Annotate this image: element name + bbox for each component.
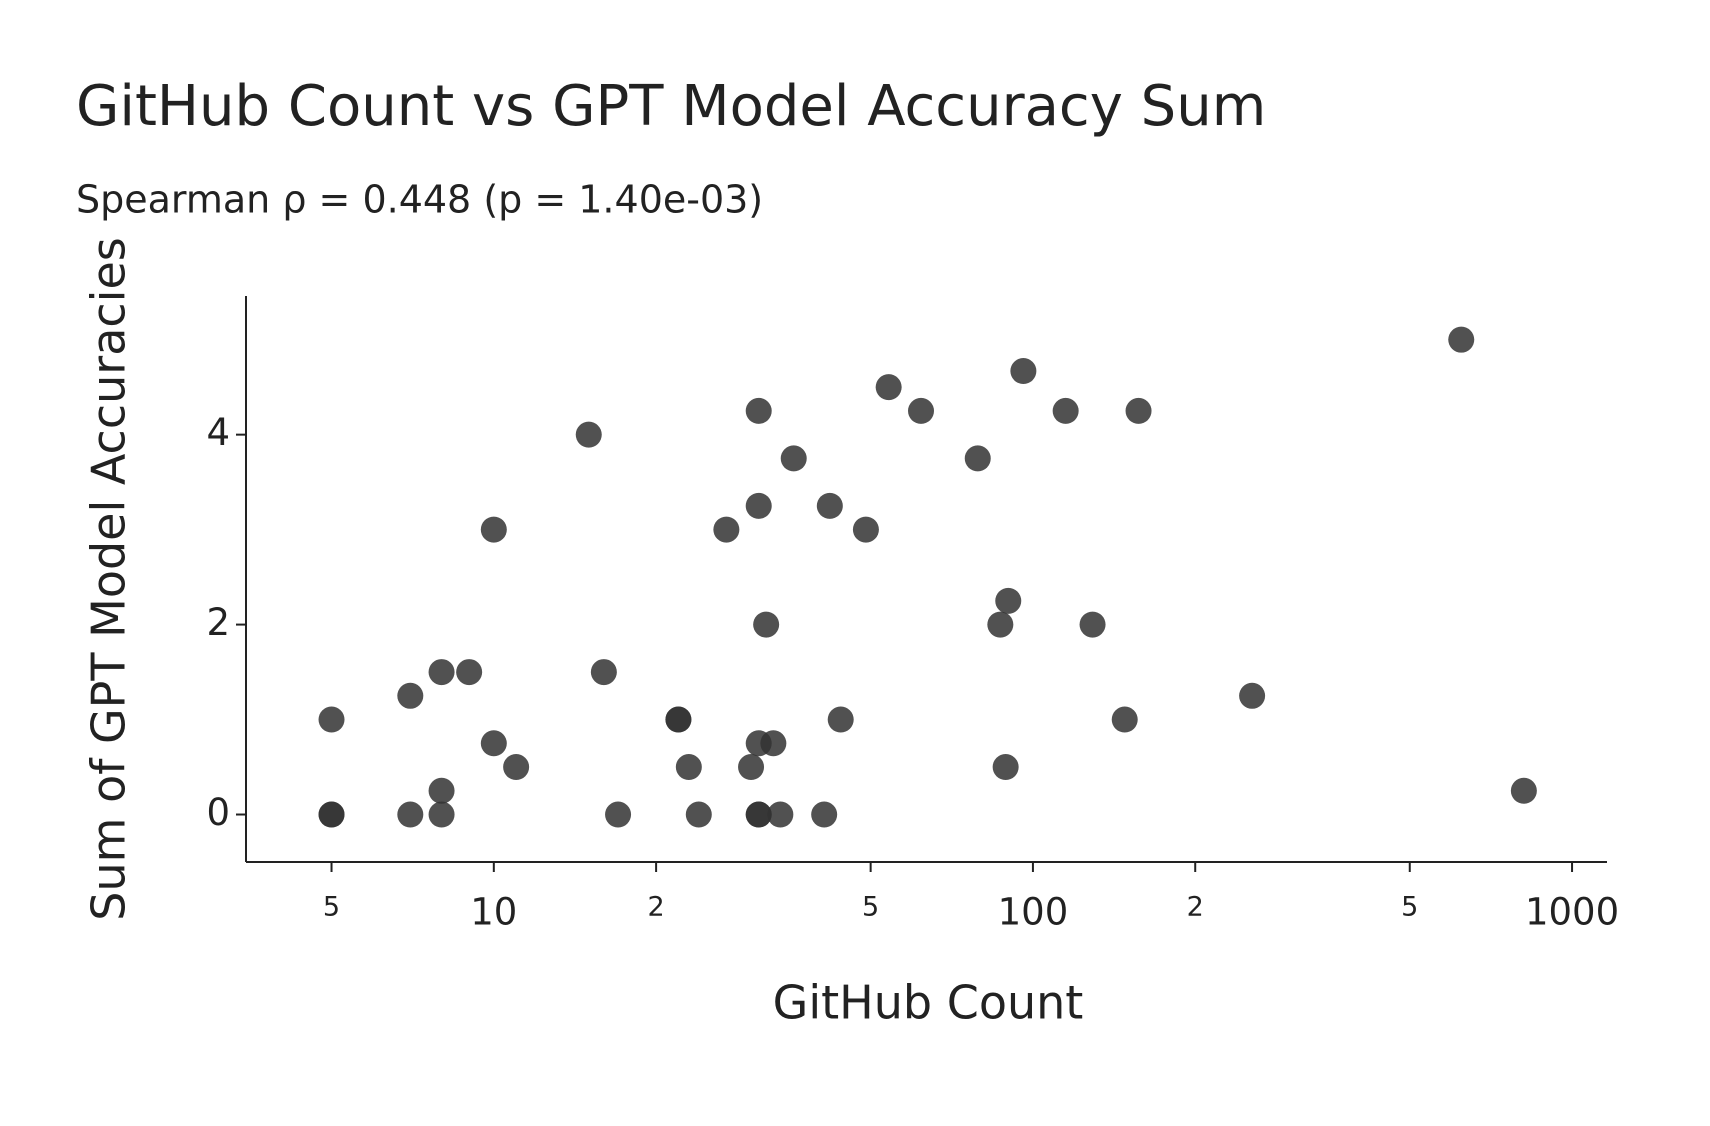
point — [738, 754, 765, 781]
x-tick-label: 2 — [1187, 892, 1204, 923]
point — [397, 682, 424, 709]
point — [745, 397, 772, 424]
point — [480, 730, 507, 757]
point — [995, 587, 1022, 614]
x-tick-label: 1000 — [1525, 891, 1619, 934]
point — [605, 801, 632, 828]
x-tick-label: 5 — [323, 892, 340, 923]
y-tick-label: 0 — [206, 791, 230, 834]
x-tick-label: 10 — [470, 891, 517, 934]
point — [767, 801, 794, 828]
point — [875, 374, 902, 401]
point — [590, 659, 617, 686]
x-tick-label: 5 — [862, 892, 879, 923]
y-tick-label: 2 — [206, 601, 230, 644]
point — [753, 611, 780, 638]
point — [1125, 397, 1152, 424]
point — [1510, 777, 1537, 804]
x-tick-label: 5 — [1401, 892, 1418, 923]
point — [665, 706, 692, 733]
point — [816, 492, 843, 519]
point — [397, 801, 424, 828]
point — [992, 754, 1019, 781]
point — [428, 659, 455, 686]
point — [987, 611, 1014, 638]
point — [318, 801, 345, 828]
x-axis-title: GitHub Count — [773, 976, 1084, 1030]
x-tick-label: 100 — [998, 891, 1069, 934]
point — [456, 659, 483, 686]
point — [1239, 682, 1266, 709]
point — [1052, 397, 1079, 424]
point — [685, 801, 712, 828]
point — [318, 706, 345, 733]
point — [745, 801, 772, 828]
x-tick-label: 2 — [648, 892, 665, 923]
point — [1448, 326, 1475, 353]
point — [811, 801, 838, 828]
point — [1010, 358, 1037, 385]
point — [852, 516, 879, 543]
y-axis-title: Sum of GPT Model Accuracies — [82, 237, 136, 920]
point — [964, 445, 991, 472]
point — [575, 421, 602, 448]
y-tick-label: 4 — [206, 411, 230, 454]
point — [827, 706, 854, 733]
chart-subtitle: Spearman ρ = 0.448 (p = 1.40e-03) — [76, 178, 763, 222]
point — [745, 492, 772, 519]
point — [480, 516, 507, 543]
point — [908, 397, 935, 424]
chart-title: GitHub Count vs GPT Model Accuracy Sum — [76, 74, 1266, 139]
point — [428, 777, 455, 804]
point — [428, 801, 455, 828]
point — [780, 445, 807, 472]
point — [713, 516, 740, 543]
point — [760, 730, 787, 757]
point — [1111, 706, 1138, 733]
point — [675, 754, 702, 781]
point — [1079, 611, 1106, 638]
point — [503, 754, 530, 781]
